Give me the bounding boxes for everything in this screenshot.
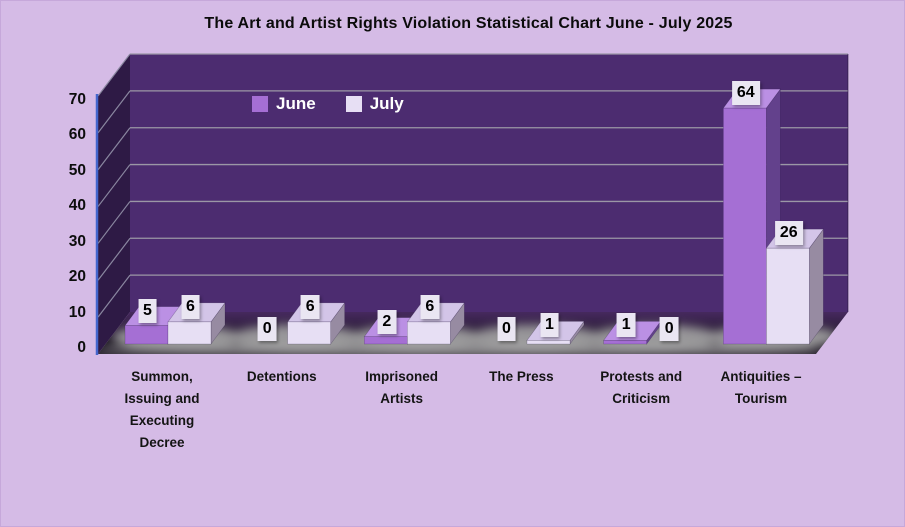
y-axis-tick-10: 10: [68, 303, 86, 321]
legend-swatch-july: [345, 96, 362, 112]
category-label-4: Protests and Criticism: [600, 369, 683, 406]
y-axis-tick-60: 60: [68, 126, 86, 144]
data-label-july-1: 6: [300, 294, 320, 319]
legend: June July: [252, 94, 404, 114]
data-label-june-2: 2: [377, 309, 397, 334]
bar-june-0-front: [124, 325, 169, 345]
legend-label-june: June: [276, 94, 316, 113]
bar-july-2-front: [407, 321, 451, 345]
data-label-july-5: 26: [774, 221, 803, 246]
bar-july-1-front: [287, 321, 331, 345]
gridline-side-50: [97, 127, 131, 171]
gridline-side-60: [97, 90, 131, 134]
legend-label-july: July: [369, 94, 404, 113]
legend-item-july: July: [345, 94, 404, 114]
legend-item-june: June: [252, 94, 316, 114]
data-label-june-4: 1: [616, 313, 636, 338]
category-label-0: Summon, Issuing and Executing Decree: [124, 369, 200, 450]
category-label-1: Detentions: [246, 369, 317, 384]
gridline-side-30: [97, 201, 131, 244]
data-label-june-3: 0: [497, 317, 516, 341]
category-label-2: Imprisoned Artists: [365, 369, 438, 406]
y-axis-tick-0: 0: [77, 339, 86, 356]
gridline-side-20: [97, 237, 131, 281]
gridline-side-10: [97, 274, 131, 318]
category-label-3: The Press: [489, 369, 554, 384]
data-label-july-0: 6: [181, 294, 200, 319]
data-label-june-0: 5: [138, 298, 157, 323]
bar-july-5-front: [766, 247, 810, 345]
y-axis-tick-70: 70: [68, 91, 86, 108]
data-label-july-4: 0: [659, 317, 679, 341]
side-wall: [98, 54, 130, 354]
y-axis-tick-20: 20: [68, 268, 86, 286]
data-label-july-2: 6: [420, 294, 440, 319]
y-axis-tick-40: 40: [68, 197, 86, 215]
y-axis-tick-30: 30: [68, 232, 86, 250]
bar-july-3-front: [526, 340, 571, 345]
bar-july-0-front: [167, 321, 212, 345]
data-label-july-3: 1: [540, 313, 559, 338]
bar-june-2-front: [364, 336, 408, 345]
y-axis-tick-50: 50: [68, 161, 86, 179]
gridline-side-40: [97, 164, 131, 207]
bar-june-4-front: [603, 340, 647, 345]
bar-june-5-front: [723, 107, 767, 345]
chart-title: The Art and Artist Rights Violation Stat…: [204, 15, 733, 32]
data-label-june-5: 64: [731, 81, 760, 106]
category-label-5: Antiquities – Tourism: [720, 369, 802, 406]
legend-swatch-june: [252, 96, 268, 112]
data-label-june-1: 0: [257, 317, 277, 341]
bar-july-5-side: [809, 228, 824, 345]
gridline-side-70: [97, 53, 131, 97]
